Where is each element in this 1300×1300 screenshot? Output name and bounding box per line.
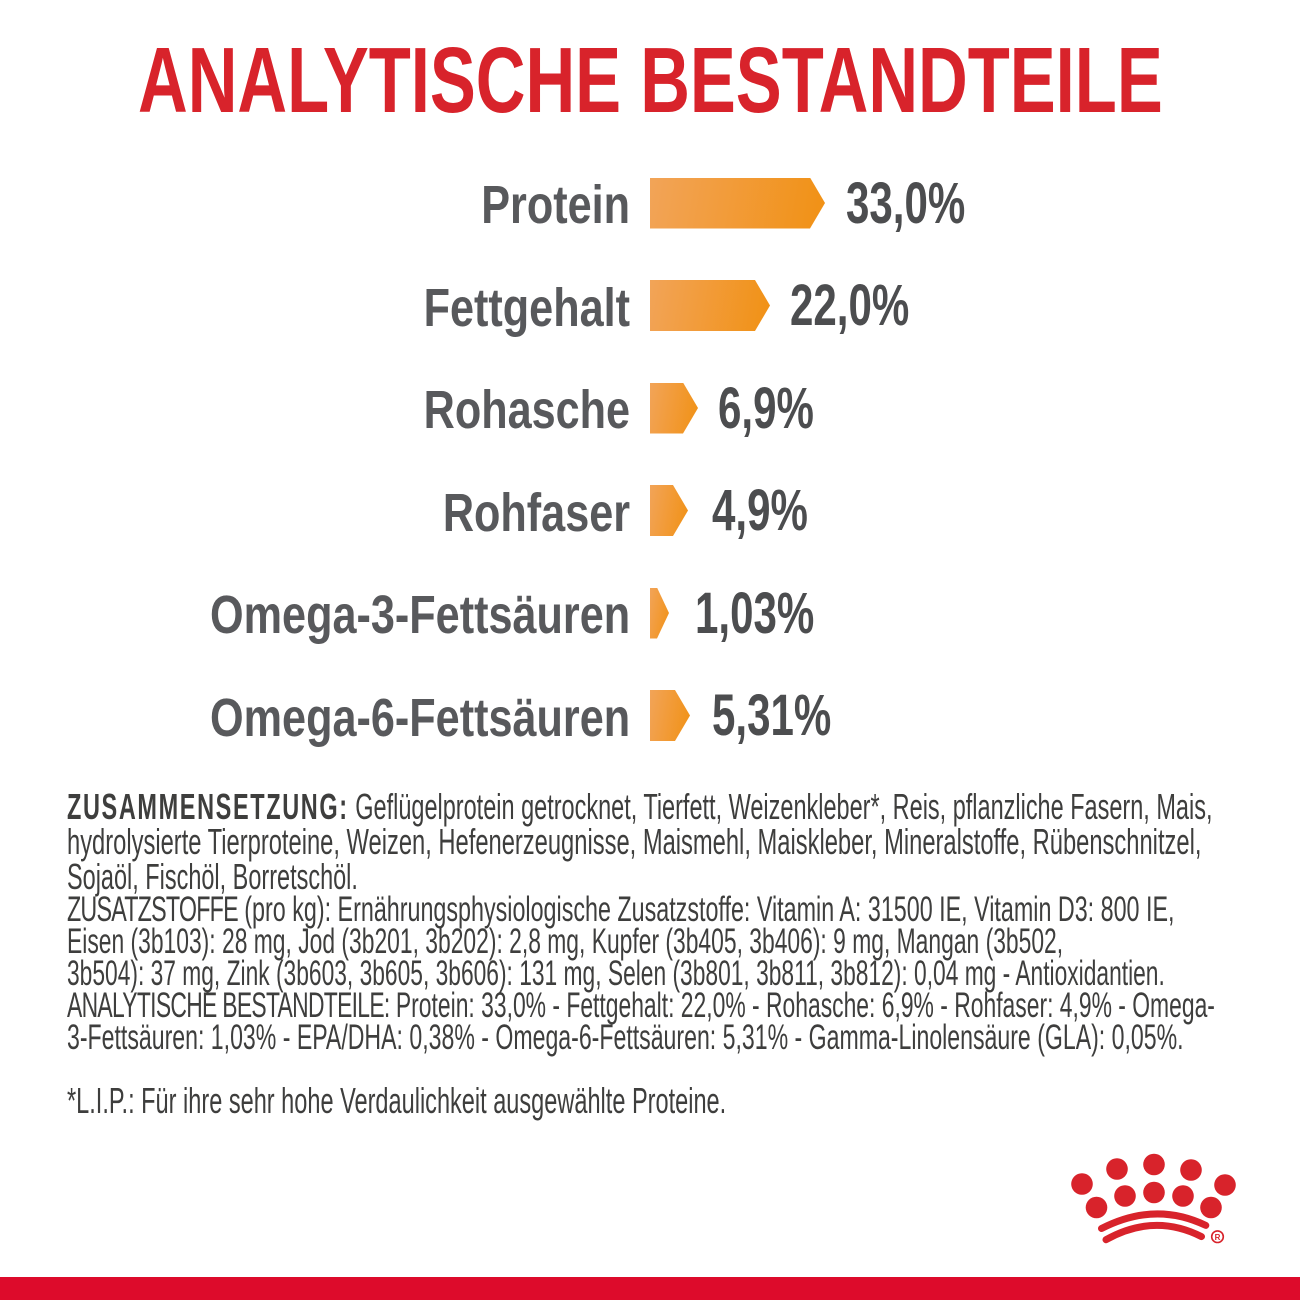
svg-text:R: R (1215, 1233, 1221, 1242)
